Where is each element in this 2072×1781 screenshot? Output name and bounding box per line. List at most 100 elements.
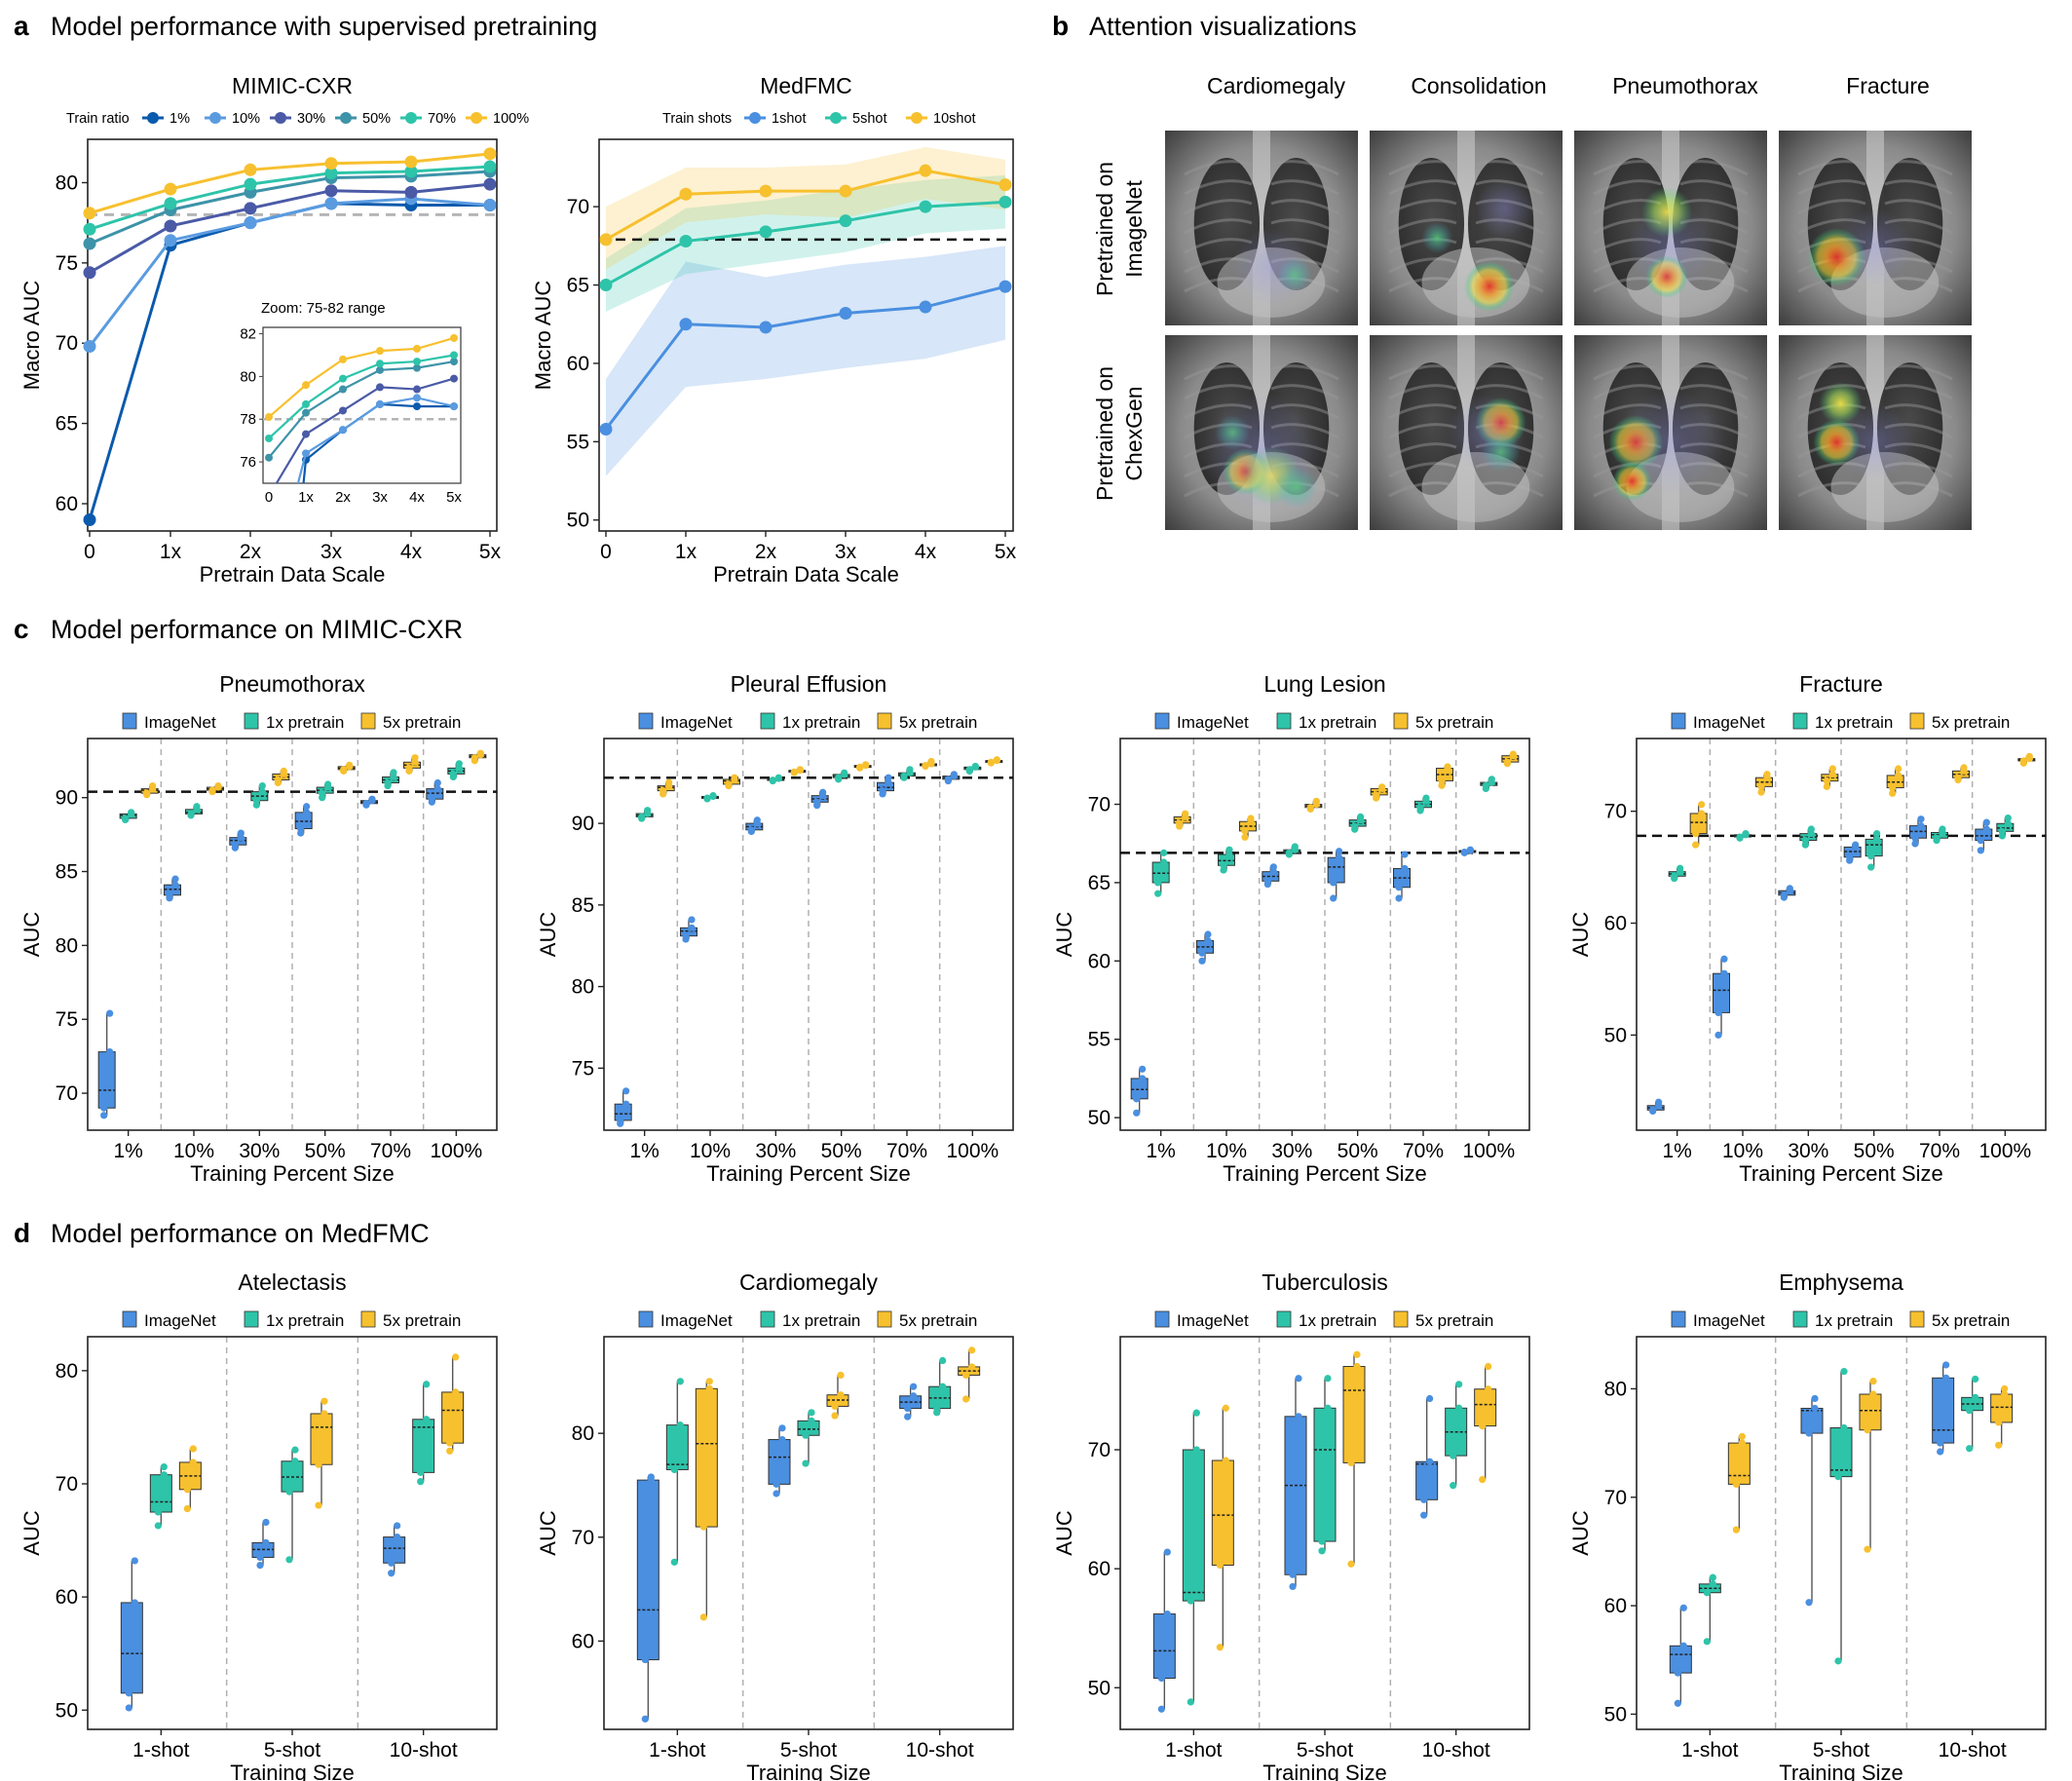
- sample-point: [1982, 818, 1990, 826]
- chart-d2: Cardiomegaly Training Size AUC 60 70 80 1-shot…: [536, 1269, 1014, 1781]
- sample-point: [1674, 1669, 1681, 1677]
- attention-heat-spot: [1421, 222, 1453, 253]
- sample-point: [189, 1445, 197, 1453]
- box-5x-pretrain: [1474, 1362, 1497, 1484]
- sample-point: [388, 1570, 396, 1577]
- sample-point: [1977, 836, 1984, 845]
- sample-point: [1163, 1548, 1171, 1556]
- legend-label: ImageNet: [1177, 713, 1249, 732]
- legend-label: 100%: [493, 111, 529, 127]
- sample-point: [1204, 930, 1212, 938]
- sample-point: [1852, 843, 1860, 852]
- legend: ImageNet 1x pretrain 5x pretrain: [122, 712, 461, 732]
- box-1x-pretrain: [149, 1462, 172, 1530]
- x-tick-label: 1-shot: [1681, 1739, 1739, 1762]
- legend: ImageNet 1x pretrain 5x pretrain: [1154, 1310, 1493, 1330]
- sample-point: [641, 1655, 649, 1664]
- data-point: [759, 184, 772, 198]
- box-1x-pretrain: [1734, 830, 1752, 842]
- box-imagenet: [680, 916, 697, 943]
- x-tick-label: 100%: [946, 1140, 998, 1162]
- sample-point: [1225, 851, 1233, 858]
- sample-point: [1942, 1374, 1950, 1382]
- sample-point: [1828, 771, 1836, 778]
- sample-point: [831, 1402, 839, 1411]
- y-tick-label: 50: [1604, 1703, 1627, 1725]
- box-body: [1713, 972, 1730, 1013]
- chart-title: Atelectasis: [238, 1269, 346, 1295]
- sample-point: [1714, 1008, 1722, 1016]
- sample-point: [100, 1112, 108, 1119]
- xray-rib: [1388, 364, 1457, 381]
- sample-point: [171, 875, 179, 883]
- sample-point: [622, 1100, 630, 1108]
- box-body: [1829, 1427, 1853, 1478]
- sample-point: [1911, 840, 1919, 848]
- sample-point: [390, 773, 397, 781]
- sample-point: [1703, 1589, 1711, 1597]
- sample-point: [394, 1522, 401, 1530]
- y-tick-label: 80: [572, 976, 594, 999]
- sample-point: [1709, 1580, 1716, 1588]
- sample-point: [1154, 890, 1162, 897]
- sample-point: [1674, 1699, 1681, 1707]
- inset-data-point: [376, 383, 384, 392]
- xray-thumbnail: [1165, 131, 1358, 325]
- xray-rib: [1388, 384, 1457, 400]
- legend: ImageNet 1x pretrain 5x pretrain: [1671, 1310, 2010, 1330]
- x-tick-label: 50%: [821, 1140, 862, 1162]
- sample-point: [1864, 1545, 1871, 1553]
- data-point: [404, 155, 418, 169]
- data-point: [164, 234, 177, 247]
- y-axis-label: AUC: [19, 1510, 44, 1556]
- sample-point: [962, 1395, 970, 1403]
- xray-rib: [1184, 160, 1253, 176]
- attention-col-label: Cardiomegaly: [1207, 73, 1345, 98]
- sample-point: [769, 777, 776, 784]
- legend-swatch: [760, 1310, 775, 1328]
- sample-point: [1324, 1404, 1332, 1412]
- box-1x-pretrain: [185, 803, 203, 819]
- legend: Train ratio 1% 10% 30% 50% 70% 100%: [66, 111, 529, 127]
- legend-label: 5x pretrain: [1415, 1311, 1493, 1330]
- sample-point: [154, 1522, 162, 1530]
- sample-point: [1895, 772, 1902, 779]
- chart-d1: Atelectasis Training Size AUC 50 60 70 80 1-sho…: [19, 1269, 498, 1781]
- box-body: [383, 1536, 406, 1564]
- box-imagenet: [877, 774, 894, 798]
- chart-d3: Tuberculosis Training Size AUC 50 60 70 1-shot…: [1052, 1269, 1530, 1781]
- sample-point: [939, 1383, 947, 1390]
- legend-swatch: [1393, 1310, 1409, 1328]
- inset-data-point: [302, 449, 310, 458]
- xray-rib: [1184, 218, 1253, 235]
- sample-point: [320, 1397, 328, 1405]
- sample-point: [1160, 849, 1168, 856]
- y-tick-label: 80: [56, 171, 78, 194]
- box-5x-pretrain: [1239, 815, 1257, 841]
- data-point: [919, 164, 932, 177]
- y-tick-label: 50: [56, 1699, 78, 1722]
- xray-rib: [1679, 384, 1749, 400]
- x-tick-label: 50%: [1854, 1140, 1895, 1162]
- sample-point: [1939, 828, 1946, 837]
- legend-swatch: [122, 712, 137, 730]
- sample-point: [1972, 1393, 1979, 1401]
- inset-data-point: [413, 385, 421, 394]
- sample-point: [1998, 827, 2006, 835]
- legend-swatch: [244, 712, 259, 730]
- attention-heat-spot: [1617, 389, 1724, 496]
- attention-heat-spot: [1836, 403, 1914, 481]
- box-body: [294, 812, 313, 830]
- sample-point: [1154, 879, 1162, 887]
- sample-point: [274, 776, 282, 784]
- inset-y-tick-label: 80: [240, 368, 256, 385]
- sample-point: [2001, 1390, 2009, 1398]
- xray-thumbnail: [1165, 335, 1358, 530]
- box-1x-pretrain: [1182, 1409, 1205, 1706]
- sample-point: [258, 781, 266, 790]
- inset-data-point: [413, 402, 421, 411]
- inset-x-tick-label: 4x: [409, 489, 425, 506]
- xray-rib: [1884, 364, 1953, 381]
- box-1x-pretrain: [1799, 825, 1818, 849]
- sample-point: [131, 1557, 138, 1565]
